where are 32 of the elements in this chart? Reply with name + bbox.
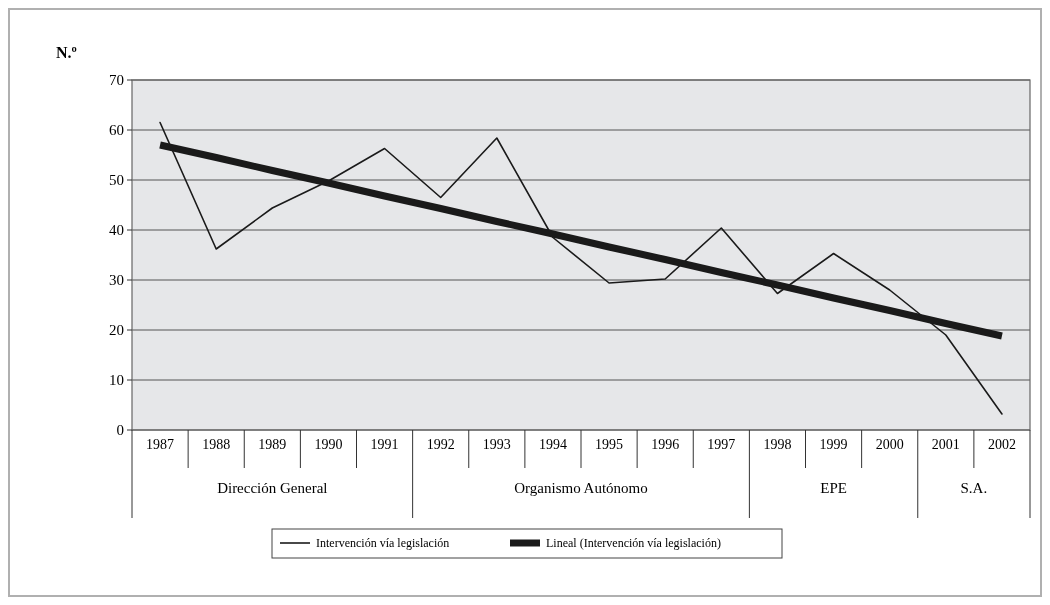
text: S.A. [960,480,988,496]
x-tick-label: 1987 [146,437,175,452]
y-tick-label: 20 [109,322,124,339]
x-tick-label: 2000 [875,437,904,452]
text: Organismo Autónomo [514,480,648,496]
x-tick-label: 2001 [931,437,960,452]
legend-label: Intervención vía legislación [316,536,450,551]
x-tick-label: 1992 [426,437,455,452]
y-tick-label: 50 [109,172,124,189]
x-tick-label: 2002 [987,437,1016,452]
x-tick-label: 1996 [651,437,680,452]
x-tick-label: 1990 [314,437,343,452]
y-tick-label: 30 [109,272,124,289]
y-tick-label: 0 [116,422,124,439]
x-tick-label: 1989 [258,437,287,452]
x-tick-label: 1998 [763,437,792,452]
x-tick-label: 1995 [595,437,624,452]
y-tick-label: 60 [109,122,124,139]
x-tick-label: 1999 [819,437,848,452]
x-tick-label: 1991 [370,437,399,452]
y-axis-title: N.º [56,44,77,61]
x-tick-label: 1993 [482,437,511,452]
x-tick-label: 1994 [538,437,567,452]
y-tick-label: 10 [109,372,124,389]
x-tick-label: 1997 [707,437,736,452]
y-tick-label: 70 [109,72,124,89]
text: EPE [820,480,847,496]
text: Dirección General [217,480,328,496]
x-tick-label: 1988 [202,437,231,452]
line-series [159,121,1003,415]
legend-label: Lineal (Intervención vía legislación) [546,536,721,551]
y-tick-label: 40 [109,222,124,239]
